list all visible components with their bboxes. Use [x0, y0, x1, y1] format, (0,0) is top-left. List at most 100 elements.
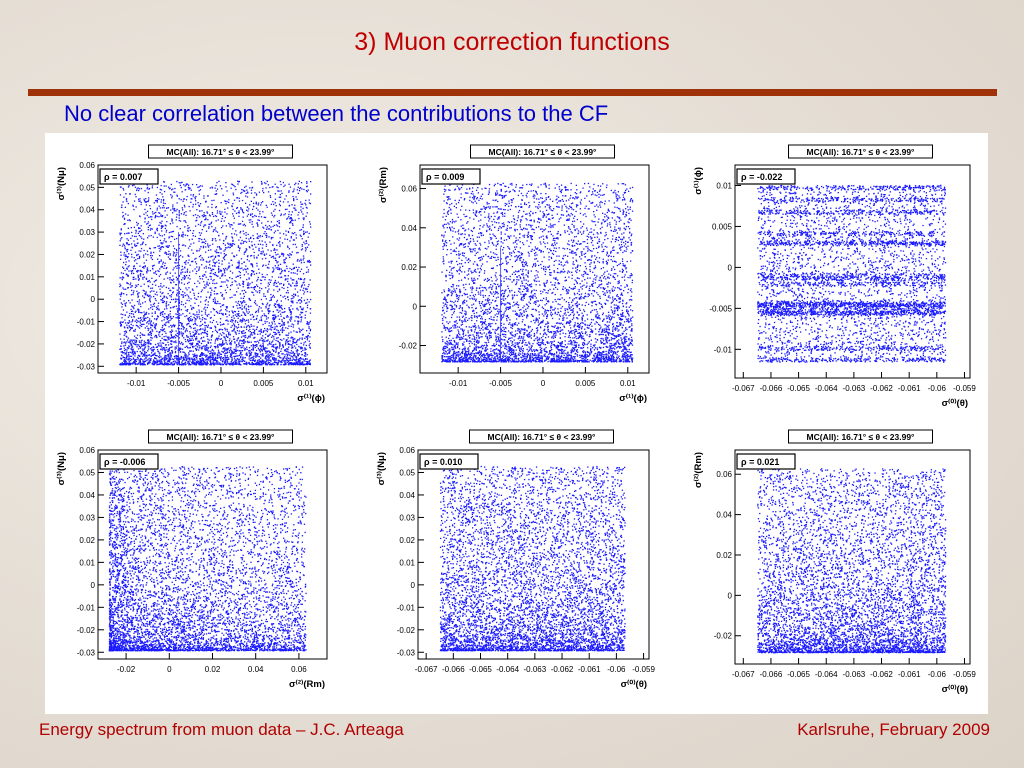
data-point — [172, 212, 173, 213]
data-point — [128, 317, 129, 318]
data-point — [134, 244, 135, 245]
data-point — [238, 324, 239, 325]
data-point — [309, 199, 310, 200]
data-point — [258, 364, 259, 365]
data-point — [142, 321, 143, 322]
data-point — [231, 233, 232, 234]
data-point — [123, 309, 124, 310]
data-point — [239, 307, 240, 308]
data-point — [265, 235, 266, 236]
data-point — [233, 336, 234, 337]
data-point — [250, 214, 251, 215]
data-point — [301, 309, 302, 310]
data-point — [300, 201, 301, 202]
data-point — [175, 210, 176, 211]
data-point — [268, 286, 269, 287]
data-point — [160, 266, 161, 267]
data-point — [166, 306, 167, 307]
data-point — [186, 346, 187, 347]
data-point — [237, 262, 238, 263]
data-point — [285, 344, 286, 345]
data-point — [207, 336, 208, 337]
data-point — [254, 331, 255, 332]
data-point — [307, 338, 308, 339]
data-point — [262, 343, 263, 344]
data-point — [138, 312, 139, 313]
data-point — [257, 353, 258, 354]
data-point — [284, 259, 285, 260]
data-point — [274, 232, 275, 233]
data-point — [182, 343, 183, 344]
data-point — [300, 362, 301, 363]
data-point — [120, 364, 121, 365]
data-point — [152, 255, 153, 256]
data-point — [217, 232, 218, 233]
data-point — [233, 315, 234, 316]
data-point — [130, 329, 131, 330]
data-point — [249, 356, 250, 357]
data-point — [175, 352, 176, 353]
data-point — [139, 231, 140, 232]
data-point — [183, 337, 184, 338]
data-point — [277, 346, 278, 347]
data-point — [302, 334, 303, 335]
data-point — [246, 304, 247, 305]
data-point — [271, 221, 272, 222]
data-point — [259, 320, 260, 321]
data-point — [275, 344, 276, 345]
data-point — [270, 282, 271, 283]
data-point — [244, 187, 245, 188]
data-point — [203, 216, 204, 217]
data-point — [246, 363, 247, 364]
data-point — [235, 314, 236, 315]
data-point — [152, 309, 153, 310]
data-point — [187, 235, 188, 236]
data-point — [285, 209, 286, 210]
data-point — [128, 338, 129, 339]
data-point — [271, 257, 272, 258]
data-point — [137, 363, 138, 364]
data-point — [189, 206, 190, 207]
data-point — [124, 303, 125, 304]
data-point — [155, 233, 156, 234]
data-point — [268, 311, 269, 312]
data-point — [182, 351, 183, 352]
data-point — [166, 230, 167, 231]
data-point — [167, 337, 168, 338]
data-point — [302, 246, 303, 247]
data-point — [181, 282, 182, 283]
data-point — [211, 276, 212, 277]
data-point — [122, 314, 123, 315]
data-point — [220, 292, 221, 293]
data-point — [286, 351, 287, 352]
data-point — [159, 352, 160, 353]
data-point — [269, 255, 270, 256]
data-point — [268, 267, 269, 268]
data-point — [159, 245, 160, 246]
data-point — [209, 296, 210, 297]
data-point — [274, 323, 275, 324]
data-point — [193, 230, 194, 231]
data-point — [287, 287, 288, 288]
data-point — [119, 286, 120, 287]
data-point — [278, 362, 279, 363]
data-point — [119, 233, 120, 234]
data-point — [223, 257, 224, 258]
data-point — [153, 361, 154, 362]
data-point — [169, 353, 170, 354]
data-point — [287, 349, 288, 350]
data-point — [266, 352, 267, 353]
data-point — [260, 329, 261, 330]
data-point — [170, 355, 171, 356]
data-point — [233, 209, 234, 210]
data-point — [292, 196, 293, 197]
data-point — [243, 298, 244, 299]
data-point — [176, 330, 177, 331]
data-point — [196, 271, 197, 272]
data-point — [310, 193, 311, 194]
data-point — [239, 271, 240, 272]
data-point — [148, 343, 149, 344]
data-point — [171, 189, 172, 190]
data-point — [164, 210, 165, 211]
data-point — [253, 238, 254, 239]
